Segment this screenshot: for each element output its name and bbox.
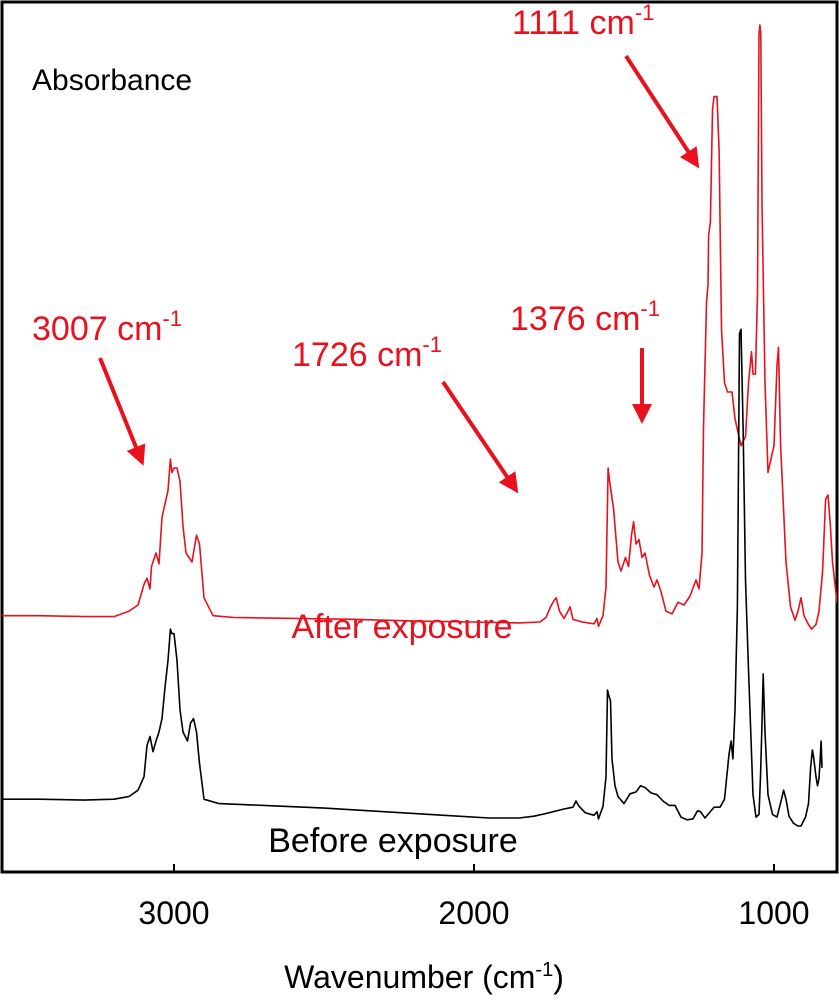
annotation-text-1376: 1376 cm: [510, 300, 640, 338]
x-axis-label-sup: -1: [535, 959, 553, 981]
annotation-text-1726: 1726 cm: [292, 336, 422, 374]
series-layer: [2, 24, 837, 827]
annotation-arrow-1726: [441, 380, 519, 494]
x-axis-label: Wavenumber (cm-1): [284, 959, 564, 995]
annotation-label-1376: 1376 cm-1: [510, 296, 660, 338]
annotation-text-1111: 1111 cm: [512, 4, 635, 42]
x-tick-label-3000: 3000: [138, 895, 209, 931]
annotation-arrow-3007: [98, 357, 146, 466]
annotation-sup-1111: -1: [635, 0, 655, 25]
series-label-before: Before exposure: [268, 822, 518, 860]
annotation-sup-1726: -1: [422, 332, 442, 357]
annotation-arrow-1111: [624, 54, 700, 169]
annotation-label-3007: 3007 cm-1: [32, 306, 182, 348]
x-axis-label-main: Wavenumber (cm: [284, 959, 535, 995]
annotation-label-1726: 1726 cm-1: [292, 332, 442, 374]
annotation-sup-3007: -1: [162, 306, 182, 331]
annotation-text-3007: 3007 cm: [32, 310, 162, 348]
annotation-sup-1376: -1: [640, 296, 660, 321]
series-line-before-exposure: [2, 328, 823, 827]
x-tick-layer: 3000 2000 1000: [138, 864, 810, 931]
series-label-after: After exposure: [291, 608, 512, 646]
x-tick-label-1000: 1000: [738, 895, 809, 931]
y-axis-label: Absorbance: [32, 64, 192, 97]
x-axis-label-tail: ): [553, 959, 564, 995]
series-line-after-exposure: [2, 24, 837, 630]
x-tick-label-2000: 2000: [438, 895, 509, 931]
annotation-label-1111: 1111 cm-1: [512, 0, 654, 42]
